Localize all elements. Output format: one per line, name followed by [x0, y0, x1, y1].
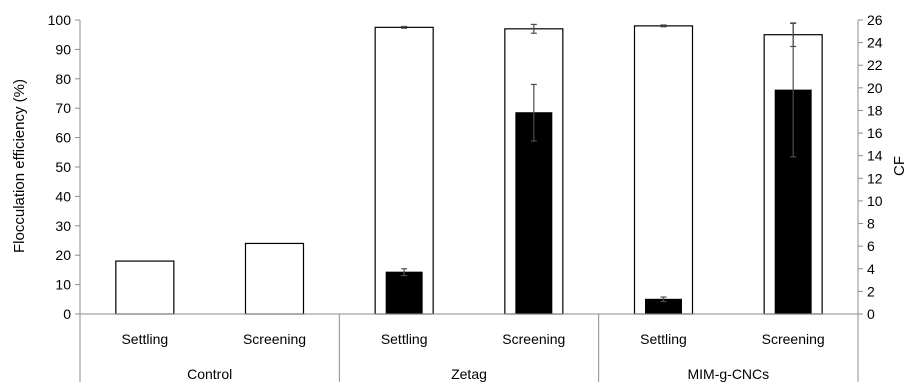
- left-axis-ticks: 0 10 20 30 40 50 60 70 80 90 100: [48, 12, 80, 322]
- efficiency-bar: [244, 242, 305, 315]
- left-tick-label: 50: [55, 159, 71, 175]
- axes: [79, 20, 859, 382]
- left-tick-label: 40: [55, 188, 71, 204]
- left-tick-label: 20: [55, 247, 71, 263]
- category-label: Settling: [121, 331, 168, 347]
- category-label: Screening: [243, 331, 306, 347]
- right-tick-label: 24: [867, 35, 883, 51]
- category-label: Settling: [640, 331, 687, 347]
- efficiency-bar: [115, 260, 175, 315]
- group-label: Zetag: [451, 366, 487, 382]
- error-bars: [401, 22, 797, 303]
- left-tick-label: 60: [55, 130, 71, 146]
- group-label: MIM-g-CNCs: [688, 366, 770, 382]
- cf-bar: [515, 112, 553, 315]
- left-tick-label: 90: [55, 41, 71, 57]
- right-tick-label: 18: [867, 102, 883, 118]
- left-tick-label: 30: [55, 218, 71, 234]
- right-tick-label: 26: [867, 12, 883, 28]
- bars: [115, 25, 823, 315]
- left-tick-label: 80: [55, 71, 71, 87]
- category-label: Screening: [502, 331, 565, 347]
- right-tick-label: 4: [867, 261, 875, 277]
- right-tick-label: 16: [867, 125, 883, 141]
- category-label: Settling: [381, 331, 428, 347]
- right-tick-label: 2: [867, 283, 875, 299]
- right-tick-label: 14: [867, 148, 883, 164]
- left-tick-label: 0: [63, 306, 71, 322]
- efficiency-bar: [633, 25, 694, 315]
- y-axis-title: Flocculation efficiency (%): [11, 79, 28, 253]
- category-label: Screening: [762, 331, 825, 347]
- left-tick-label: 100: [48, 12, 72, 28]
- right-tick-label: 20: [867, 80, 883, 96]
- left-tick-label: 70: [55, 100, 71, 116]
- category-labels: Settling Screening Settling Screening Settli…: [121, 331, 824, 382]
- right-tick-label: 12: [867, 170, 883, 186]
- y2-axis-title: CF: [891, 156, 908, 176]
- right-tick-label: 22: [867, 57, 883, 73]
- right-tick-label: 8: [867, 216, 875, 232]
- cf-bar: [385, 271, 423, 315]
- right-tick-label: 10: [867, 193, 883, 209]
- group-label: Control: [187, 366, 232, 382]
- right-tick-label: 6: [867, 238, 875, 254]
- left-tick-label: 10: [55, 277, 71, 293]
- right-tick-label: 0: [867, 306, 875, 322]
